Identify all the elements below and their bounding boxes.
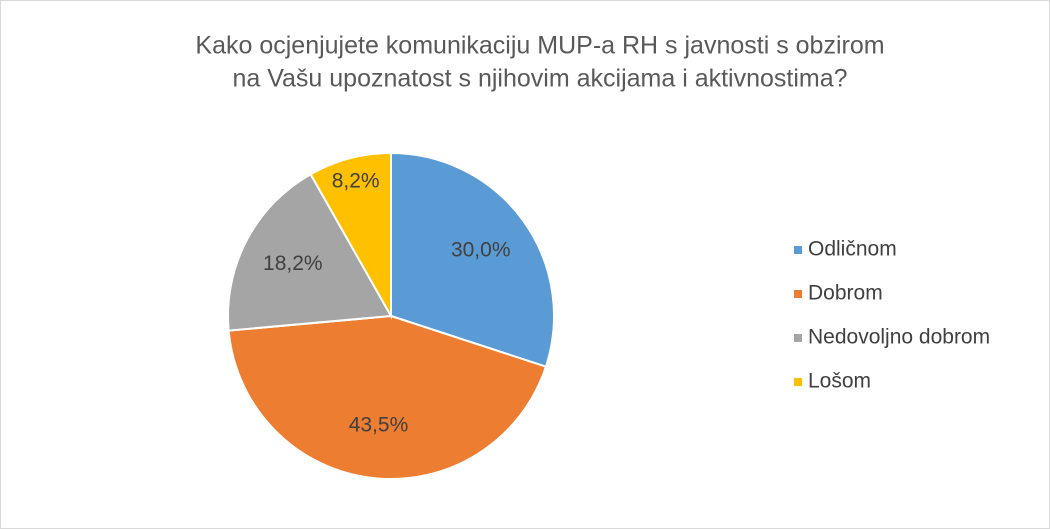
legend-label: Nedovoljno dobrom bbox=[808, 326, 990, 349]
legend-swatch bbox=[794, 246, 802, 254]
data-label: 43,5% bbox=[349, 414, 409, 437]
legend-label: Dobrom bbox=[808, 282, 883, 305]
chart-title: Kako ocjenjujete komunikaciju MUP-a RH s… bbox=[195, 32, 884, 60]
legend-label: Lošom bbox=[808, 370, 871, 393]
pie-slice bbox=[309, 151, 392, 320]
data-label: 18,2% bbox=[263, 252, 323, 275]
data-label: 30,0% bbox=[451, 238, 511, 261]
pie-slice bbox=[390, 151, 555, 368]
chart-title: na Vašu upoznatost s njihovim akcijama i… bbox=[232, 65, 847, 93]
legend-swatch bbox=[794, 290, 802, 298]
legend-label: Odličnom bbox=[808, 238, 897, 261]
data-label: 8,2% bbox=[332, 170, 380, 193]
pie-slice bbox=[227, 314, 548, 480]
legend-swatch bbox=[794, 378, 802, 386]
pie-slice bbox=[227, 172, 393, 332]
legend-swatch bbox=[794, 334, 802, 342]
